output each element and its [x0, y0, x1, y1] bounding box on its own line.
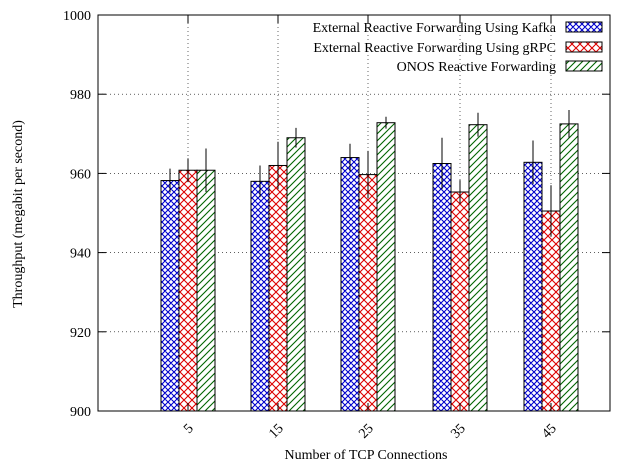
- x-axis-label: Number of TCP Connections: [285, 448, 448, 463]
- legend-swatch: [565, 60, 603, 72]
- legend-swatch: [565, 41, 603, 53]
- bars: [160, 122, 579, 412]
- bar: [432, 163, 452, 412]
- y-tick-label: 980: [70, 88, 91, 103]
- bar: [523, 161, 543, 412]
- x-tick-label: 45: [539, 421, 560, 442]
- y-axis: 900 920 940 960 980 1000: [63, 9, 610, 420]
- bar: [196, 169, 216, 412]
- legend-swatch: [565, 21, 603, 33]
- bar: [160, 180, 180, 412]
- bar: [541, 210, 561, 412]
- x-tick-label: 15: [266, 421, 287, 442]
- legend-label: External Reactive Forwarding Using gRPC: [313, 41, 556, 56]
- y-tick-label: 920: [70, 326, 91, 341]
- y-axis-label: Throughput (megabit per second): [11, 120, 26, 308]
- bar: [340, 157, 360, 412]
- legend-label: ONOS Reactive Forwarding: [397, 60, 556, 75]
- bar: [358, 174, 378, 412]
- bar: [268, 164, 288, 412]
- y-tick-label: 900: [70, 405, 91, 420]
- x-tick-label: 5: [181, 421, 197, 437]
- bar: [250, 180, 270, 412]
- bar: [559, 123, 579, 412]
- bar: [376, 122, 396, 412]
- bar: [286, 137, 306, 412]
- y-tick-label: 1000: [63, 9, 91, 24]
- legend-label: External Reactive Forwarding Using Kafka: [313, 21, 557, 36]
- bar: [468, 124, 488, 412]
- bar: [450, 191, 470, 412]
- x-tick-label: 25: [356, 421, 377, 442]
- error-bars: [169, 110, 570, 237]
- y-tick-label: 940: [70, 247, 91, 262]
- bar: [178, 169, 198, 412]
- plot-frame: [97, 14, 611, 412]
- y-tick-label: 960: [70, 167, 91, 182]
- legend: External Reactive Forwarding Using Kafka…: [313, 21, 603, 75]
- x-tick-label: 35: [448, 421, 469, 442]
